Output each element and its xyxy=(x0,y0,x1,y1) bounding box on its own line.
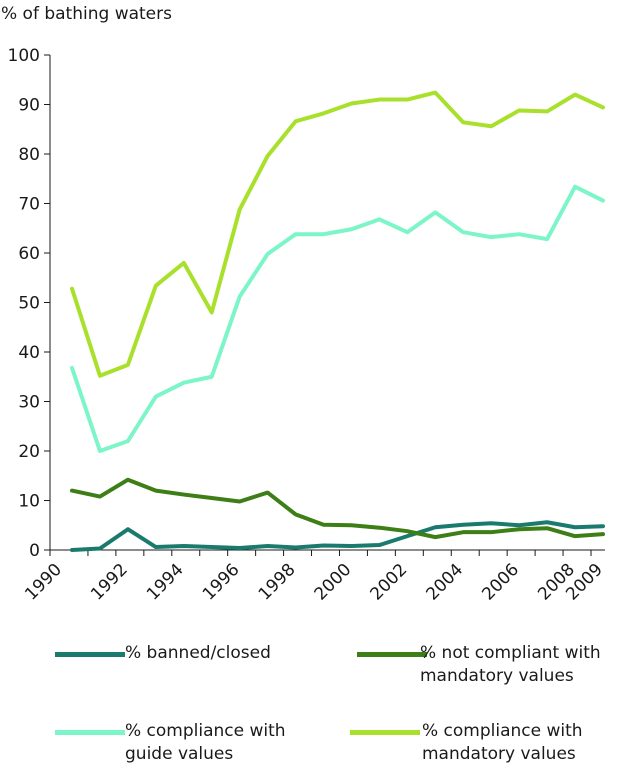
x-tick-label: 1994 xyxy=(143,560,188,605)
series-line-0 xyxy=(70,520,605,552)
y-tick-label: 10 xyxy=(18,492,40,512)
y-tick-label: 30 xyxy=(18,393,40,413)
y-tick-label: 80 xyxy=(18,145,40,165)
x-tick-label: 1996 xyxy=(199,560,244,605)
series-line-1 xyxy=(70,477,605,540)
y-tick-label: 50 xyxy=(18,294,40,314)
axes xyxy=(49,55,605,551)
series-line-2 xyxy=(70,184,605,453)
x-tick-label: 1998 xyxy=(255,560,300,605)
series-layer xyxy=(70,90,605,552)
x-tick-label: 1990 xyxy=(21,560,66,605)
y-tick-label: 100 xyxy=(8,46,40,66)
x-tick-label: 2006 xyxy=(478,560,523,605)
y-tick-label: 0 xyxy=(29,541,40,561)
y-tick-label: 90 xyxy=(18,96,40,116)
x-tick-label: 1992 xyxy=(87,560,132,605)
x-axis-ticks: 1990 1992 1994 1996 1998 2000 2002 2004 2006 2008… xyxy=(21,550,607,605)
y-tick-label: 40 xyxy=(18,343,40,363)
x-tick-label: 2000 xyxy=(311,560,356,605)
y-axis-ticks: 0 10 20 30 40 50 60 70 80 90 100 xyxy=(8,46,50,561)
y-tick-label: 70 xyxy=(18,195,40,215)
x-tick-label: 2002 xyxy=(367,560,412,605)
y-tick-label: 20 xyxy=(18,442,40,462)
y-axis-title: % of bathing waters xyxy=(1,4,172,24)
x-tick-label: 2004 xyxy=(422,560,467,605)
y-tick-label: 60 xyxy=(18,244,40,264)
series-line-3 xyxy=(70,90,605,378)
